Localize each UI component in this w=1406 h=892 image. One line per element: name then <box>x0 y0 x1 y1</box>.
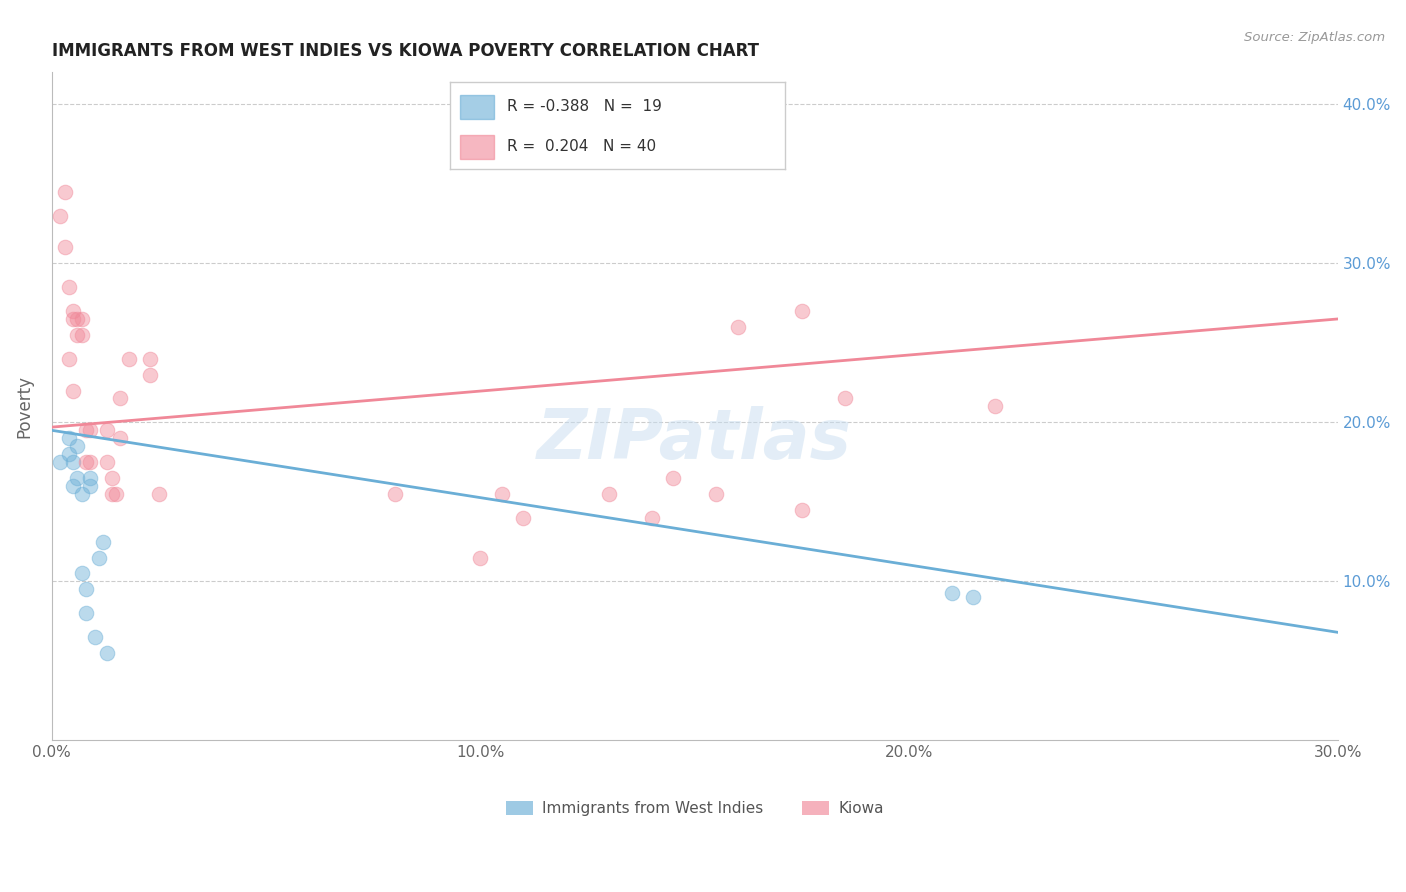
Point <box>384 487 406 501</box>
Y-axis label: Poverty: Poverty <box>15 375 32 438</box>
Point <box>66 471 89 485</box>
Point <box>962 591 984 605</box>
Point <box>70 327 93 342</box>
Point <box>790 503 813 517</box>
Point <box>139 368 162 382</box>
Point <box>834 392 856 406</box>
Point <box>66 327 89 342</box>
Point <box>727 320 749 334</box>
Point <box>58 351 80 366</box>
Point <box>58 447 80 461</box>
Point <box>79 479 101 493</box>
Point <box>662 471 685 485</box>
Point <box>139 351 162 366</box>
Point <box>118 351 141 366</box>
Point <box>62 455 84 469</box>
Point <box>66 439 89 453</box>
Point <box>79 423 101 437</box>
Point <box>941 585 963 599</box>
Point <box>96 423 118 437</box>
Point <box>100 487 122 501</box>
Point <box>512 510 534 524</box>
Point <box>62 304 84 318</box>
Point <box>983 400 1005 414</box>
Point <box>470 550 492 565</box>
Point <box>100 471 122 485</box>
Legend: Immigrants from West Indies, Kiowa: Immigrants from West Indies, Kiowa <box>499 795 890 822</box>
Point <box>110 431 132 445</box>
Point <box>49 209 72 223</box>
Point <box>62 384 84 398</box>
Point <box>790 304 813 318</box>
Point <box>70 566 93 581</box>
Point <box>53 240 76 254</box>
Point <box>62 479 84 493</box>
Text: IMMIGRANTS FROM WEST INDIES VS KIOWA POVERTY CORRELATION CHART: IMMIGRANTS FROM WEST INDIES VS KIOWA POV… <box>52 42 759 60</box>
Point <box>49 455 72 469</box>
Point <box>53 185 76 199</box>
Point <box>110 392 132 406</box>
Point <box>75 582 97 597</box>
Point <box>79 455 101 469</box>
Point <box>641 510 664 524</box>
Point <box>75 423 97 437</box>
Point <box>79 471 101 485</box>
Point <box>70 312 93 326</box>
Point <box>91 534 114 549</box>
Point <box>83 630 105 644</box>
Point <box>62 312 84 326</box>
Point <box>96 455 118 469</box>
Point <box>87 550 110 565</box>
Point <box>704 487 727 501</box>
Point <box>70 487 93 501</box>
Point <box>148 487 170 501</box>
Point <box>66 312 89 326</box>
Point <box>105 487 128 501</box>
Text: Source: ZipAtlas.com: Source: ZipAtlas.com <box>1244 31 1385 45</box>
Point <box>75 455 97 469</box>
Point <box>58 280 80 294</box>
Point <box>491 487 513 501</box>
Point <box>75 606 97 620</box>
Text: ZIPatlas: ZIPatlas <box>537 407 852 474</box>
Point <box>58 431 80 445</box>
Point <box>598 487 620 501</box>
Point <box>96 646 118 660</box>
